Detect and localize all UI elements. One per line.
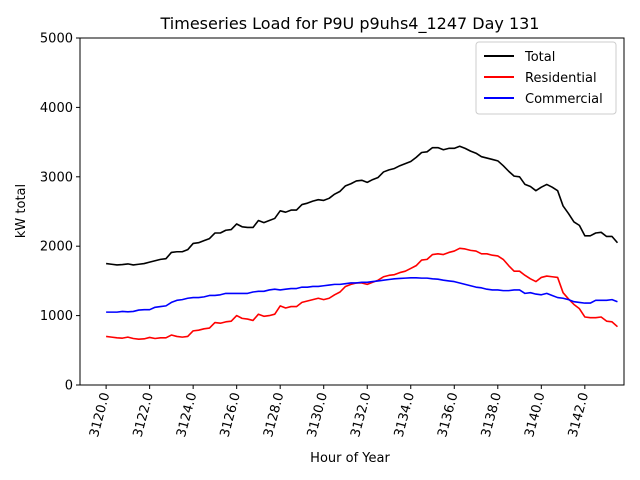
series-lines — [106, 145, 619, 341]
plot-area-frame — [79, 37, 625, 386]
y-axis-label: kW total — [14, 184, 29, 238]
y-tick-label: 1000 — [40, 309, 73, 324]
y-tick-label: 3000 — [40, 170, 73, 185]
x-tick-label: 3120.0 — [87, 391, 113, 439]
x-tick-label: 3130.0 — [305, 391, 331, 439]
y-tick-label: 5000 — [40, 32, 73, 47]
x-tick-label: 3126.0 — [218, 391, 244, 439]
legend: Total Residential Commercial — [475, 41, 617, 115]
legend-label-total: Total — [524, 50, 555, 65]
x-tick-label: 3132.0 — [348, 391, 374, 439]
chart-title: Timeseries Load for P9U p9uhs4_1247 Day … — [160, 14, 540, 34]
legend-box — [475, 41, 617, 115]
x-tick-label: 3128.0 — [261, 391, 287, 439]
series-line-commercial — [106, 276, 618, 313]
x-tick-label: 3122.0 — [131, 391, 157, 439]
x-tick-label: 3138.0 — [479, 391, 505, 439]
x-tick-label: 3124.0 — [174, 391, 200, 439]
series-line-total — [106, 145, 619, 266]
x-axis-label: Hour of Year — [310, 451, 390, 466]
x-tick-label: 3136.0 — [435, 391, 461, 439]
y-tick-label: 2000 — [40, 240, 73, 255]
legend-label-commercial: Commercial — [525, 92, 603, 107]
x-tick-label: 3134.0 — [392, 391, 418, 439]
series-line-residential — [106, 247, 619, 341]
x-axis: 3120.0 3122.0 3124.0 3126.0 3128.0 3130.0 3132… — [87, 385, 592, 439]
y-axis: 0 1000 2000 3000 4000 5000 — [40, 32, 80, 394]
legend-label-residential: Residential — [525, 71, 597, 86]
x-tick-label: 3142.0 — [566, 391, 592, 439]
y-tick-label: 0 — [65, 379, 73, 394]
x-tick-label: 3140.0 — [522, 391, 548, 439]
y-tick-label: 4000 — [40, 101, 73, 116]
